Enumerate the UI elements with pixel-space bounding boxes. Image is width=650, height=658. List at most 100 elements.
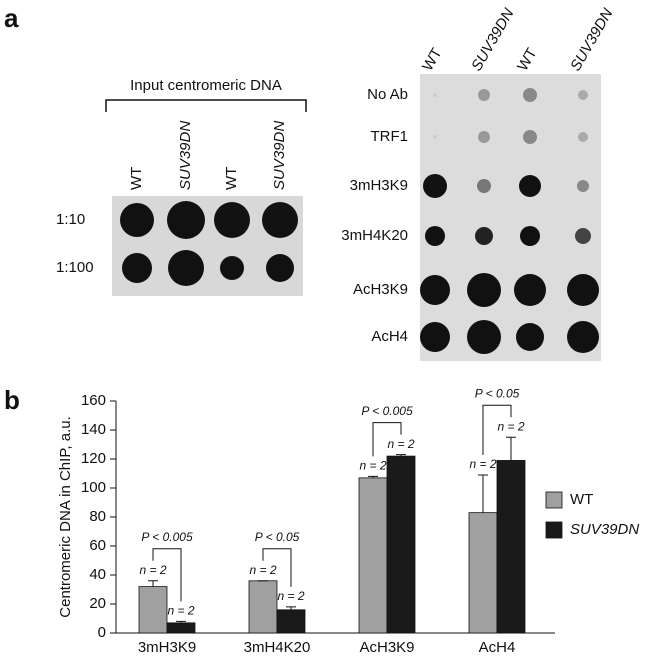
dot [578,90,588,100]
dot [519,175,541,197]
dot [220,256,244,280]
dot [523,88,537,102]
dot [520,226,540,246]
bar [468,512,498,634]
column-label: WT [128,167,145,190]
n-label: n = 2 [387,437,414,451]
column-label: SUV39DN [271,121,288,190]
x-tick-label: 3mH3K9 [138,639,196,656]
error-bar [396,454,406,457]
y-tick-label: 100 [81,479,106,496]
y-tick-label: 140 [81,421,106,438]
dot [577,180,589,192]
y-axis-label: Centromeric DNA in ChIP, a.u. [57,416,74,617]
row-label: AcH4 [371,328,408,345]
n-label: n = 2 [277,589,304,603]
bar [358,477,388,634]
row-label: 3mH3K9 [350,177,408,194]
legend-swatch [545,491,563,509]
dot [433,93,437,97]
n-label: n = 2 [359,459,386,473]
dot [467,273,501,307]
dot [122,253,152,283]
n-label: n = 2 [497,419,524,433]
column-label: WT [223,167,240,190]
y-tick-label: 120 [81,450,106,467]
x-tick-label: AcH4 [479,639,516,656]
legend-swatch [545,521,563,539]
n-label: n = 2 [167,604,194,618]
legend-label: WT [570,491,593,508]
dot [420,275,450,305]
p-value: P < 0.005 [141,530,193,544]
column-label: WT [514,45,540,74]
n-label: n = 2 [139,563,166,577]
y-tick-label: 20 [89,595,106,612]
dot [266,254,294,282]
bar [496,460,526,634]
dot [120,203,154,237]
chip-blot [420,74,601,361]
column-label: SUV39DN [468,5,517,74]
y-tick-label: 0 [98,624,106,641]
dot [516,323,544,351]
error-bar [148,580,158,587]
row-label: TRF1 [371,128,409,145]
bar [248,580,278,634]
n-label: n = 2 [469,457,496,471]
significance-bracket [262,548,292,587]
dot [567,321,599,353]
row-label: No Ab [367,86,408,103]
legend-label: SUV39DN [570,521,639,538]
y-tick-label: 160 [81,392,106,409]
significance-bracket [482,404,512,455]
dot [467,320,501,354]
significance-bracket [372,422,402,457]
error-bar [286,606,296,610]
input-title: Input centromeric DNA [130,77,282,94]
x-tick-label: AcH3K9 [359,639,414,656]
n-label: n = 2 [249,563,276,577]
dot [262,202,298,238]
dot [477,179,491,193]
column-label: WT [419,45,445,74]
bar [386,455,416,634]
p-value: P < 0.05 [255,530,300,544]
column-label: SUV39DN [177,121,194,190]
row-label: 1:100 [56,259,94,276]
panel-label: b [4,385,20,415]
dot [523,130,537,144]
p-value: P < 0.005 [361,404,413,418]
error-bar [176,620,186,623]
row-label: AcH3K9 [353,281,408,298]
row-label: 3mH4K20 [341,227,408,244]
p-value: P < 0.05 [475,386,520,400]
dot [420,322,450,352]
error-bar [368,475,378,478]
bar [138,586,168,634]
input-bracket [105,99,307,112]
dot [478,131,490,143]
dot [578,132,588,142]
dot [475,227,493,245]
dot [567,274,599,306]
dot [214,202,250,238]
column-label: SUV39DN [567,5,616,74]
dot [423,174,447,198]
dot [478,89,490,101]
row-label: 1:10 [56,211,85,228]
dot [433,135,437,139]
bar [166,622,196,634]
panel-label: a [4,3,19,33]
error-bar [478,474,488,513]
significance-bracket [152,548,182,602]
y-tick-label: 80 [89,508,106,525]
error-bar [506,436,516,461]
dot [575,228,591,244]
y-tick-label: 40 [89,566,106,583]
x-tick-label: 3mH4K20 [244,639,311,656]
dot [167,201,205,239]
dot [514,274,546,306]
dot [425,226,445,246]
